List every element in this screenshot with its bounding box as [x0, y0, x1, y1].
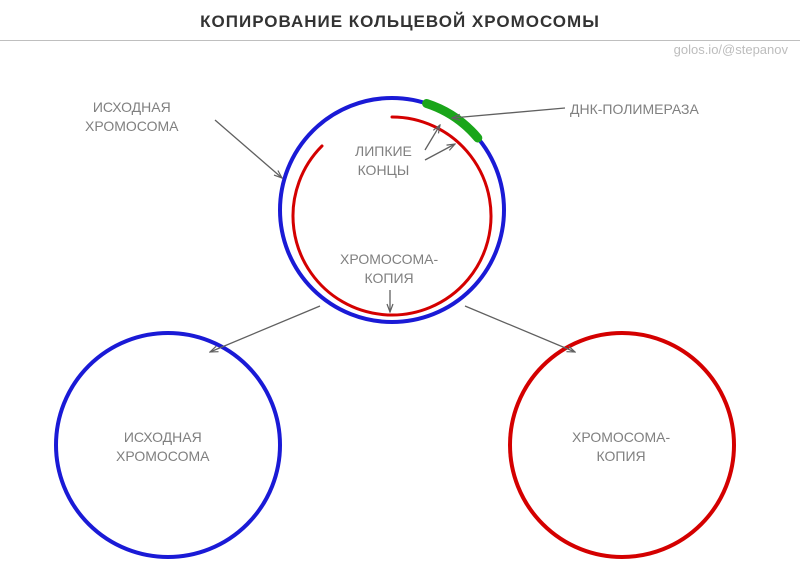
- arrow-split_l: [210, 306, 320, 352]
- label-orig_top: ИСХОДНАЯ ХРОМОСОМА: [85, 98, 179, 136]
- polymerase-arc: [427, 103, 478, 138]
- arrow-split_r: [465, 306, 575, 352]
- arrow-to_sticky2: [425, 144, 455, 160]
- label-orig_bot: ИСХОДНАЯ ХРОМОСОМА: [116, 428, 210, 466]
- label-copy_bot: ХРОМОСОМА- КОПИЯ: [572, 428, 670, 466]
- label-copy_top: ХРОМОСОМА- КОПИЯ: [340, 250, 438, 288]
- label-dna_poly: ДНК-ПОЛИМЕРАЗА: [570, 100, 699, 119]
- arrow-to_poly: [452, 108, 565, 118]
- arrow-to_sticky1: [425, 125, 440, 150]
- label-sticky: ЛИПКИЕ КОНЦЫ: [355, 142, 412, 180]
- arrow-to_outer: [215, 120, 282, 178]
